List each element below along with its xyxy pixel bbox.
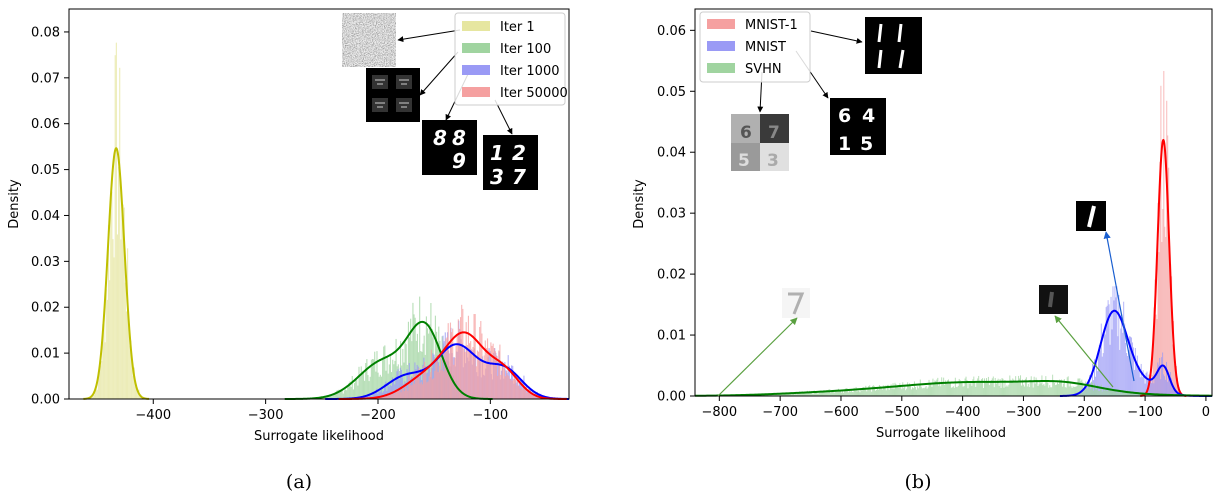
x-tick-label: −500: [884, 405, 920, 420]
svg-text:6: 6: [838, 105, 851, 127]
x-tick-label: −300: [248, 408, 284, 423]
legend-swatch-iter1: [462, 21, 490, 31]
panel-a-xlabel: Surrogate likelihood: [254, 429, 384, 444]
legend-swatch-iter100: [462, 43, 490, 53]
panel-b-ylabel: Density: [632, 179, 647, 229]
panel-b-histograms: [696, 70, 1213, 397]
legend-label-iter1000: Iter 1000: [500, 64, 560, 79]
legend-label-iter100: Iter 100: [500, 42, 551, 57]
y-tick-label: 0.01: [31, 347, 60, 362]
svg-text:7: 7: [512, 165, 526, 189]
panel-b-ticks: −800 −700 −600 −500 −400 −300 −200 −100 0 0.00 0.0…: [657, 24, 1210, 420]
y-tick-label: 0.00: [657, 390, 686, 405]
legend-swatch-svhn: [707, 63, 735, 73]
y-tick-label: 0.00: [31, 393, 60, 408]
svg-text:1: 1: [838, 133, 851, 155]
x-tick-label: −100: [472, 408, 508, 423]
y-tick-label: 0.01: [657, 329, 686, 344]
panel-a-kde-curves: [83, 147, 570, 400]
y-tick-label: 0.03: [657, 207, 686, 222]
y-tick-label: 0.05: [31, 163, 60, 178]
svg-text:3: 3: [767, 151, 779, 171]
svhn-sample-image: 6 7 5 3: [731, 114, 789, 171]
legend-label-mnist: MNIST: [745, 40, 786, 55]
mnist-sample-image: 6 4 1 5: [830, 98, 886, 155]
panel-a-ticks: −400 −300 −200 −100 0.00 0.01 0.02 0.03 0.04 0.05…: [31, 25, 508, 423]
iter1000-sample-image: 8 8 9: [422, 120, 477, 175]
legend-swatch-iter1000: [462, 65, 490, 75]
svg-text:3: 3: [490, 165, 504, 189]
y-tick-label: 0.04: [657, 146, 686, 161]
panel-a: −400 −300 −200 −100 0.00 0.01 0.02 0.03 0.04 0.05…: [7, 8, 570, 493]
iter50000-sample-image: 1 2 3 7: [483, 135, 538, 190]
legend-label-iter50000: Iter 50000: [500, 86, 568, 101]
faint-seven-image: [782, 288, 810, 318]
x-tick-label: −300: [1006, 405, 1042, 420]
panel-a-legend: Iter 1 Iter 100 Iter 1000 Iter 50000: [454, 12, 568, 106]
legend-swatch-iter50000: [462, 87, 490, 97]
y-tick-label: 0.03: [31, 255, 60, 270]
x-tick-label: −600: [823, 405, 859, 420]
noise-sample-image: [342, 13, 396, 67]
legend-swatch-mnist1: [707, 19, 735, 29]
svg-text:7: 7: [768, 123, 780, 143]
svg-text:4: 4: [862, 105, 875, 127]
histogram-mnist-1: [1144, 70, 1183, 397]
panel-b-legend: MNIST-1 MNIST SVHN: [699, 11, 811, 83]
panel-a-caption: (a): [286, 471, 312, 493]
x-tick-label: −200: [360, 408, 396, 423]
x-tick-label: −700: [762, 405, 798, 420]
svg-text:6: 6: [740, 123, 752, 143]
x-tick-label: −400: [945, 405, 981, 420]
legend-label-iter1: Iter 1: [500, 20, 535, 35]
panel-a-ylabel: Density: [7, 179, 22, 229]
svg-text:8: 8: [433, 126, 447, 150]
svg-text:1: 1: [490, 141, 504, 165]
panel-b: −800 −700 −600 −500 −400 −300 −200 −100 0 0.00 0.0…: [632, 8, 1213, 493]
legend-label-svhn: SVHN: [745, 62, 782, 77]
panel-b-frame: [694, 8, 1213, 397]
kde-curve-mnist-1: [1140, 138, 1187, 397]
histogram-iter-1: [89, 42, 143, 400]
y-tick-label: 0.06: [657, 24, 686, 39]
kde-curve-iter-1000: [325, 343, 570, 400]
panel-b-xlabel: Surrogate likelihood: [876, 426, 1006, 441]
y-tick-label: 0.07: [31, 71, 60, 86]
mnist1-sample-image: [865, 17, 922, 74]
svg-text:8: 8: [452, 126, 466, 150]
mnist-faint-digit-image: [1039, 285, 1068, 314]
x-tick-label: −100: [1127, 405, 1163, 420]
y-tick-label: 0.06: [31, 117, 60, 132]
kde-curve-svhn: [694, 380, 1213, 397]
y-tick-label: 0.05: [657, 85, 686, 100]
x-tick-label: 0: [1202, 405, 1210, 420]
kde-curve-iter-50000: [338, 331, 567, 400]
panel-b-caption: (b): [905, 471, 932, 493]
svg-text:9: 9: [452, 149, 466, 173]
panel-a-sample-images: 8 8 9 1 2 3 7: [342, 13, 538, 190]
panel-b-kde-curves: [694, 138, 1213, 397]
panel-b-sample-images: 6 4 1 5 6 7 5 3: [717, 17, 1135, 397]
legend-label-mnist1: MNIST-1: [745, 18, 798, 33]
iter100-sample-image: [366, 68, 420, 122]
x-tick-label: −400: [135, 408, 171, 423]
histogram-svhn: [696, 374, 1213, 396]
y-tick-label: 0.04: [31, 209, 60, 224]
svg-text:5: 5: [860, 133, 873, 155]
mnist-single-digit-image: [1076, 201, 1106, 231]
kde-curve-iter-100: [284, 320, 493, 400]
y-tick-label: 0.02: [657, 268, 686, 283]
panel-a-frame: [68, 8, 570, 400]
y-tick-label: 0.02: [31, 301, 60, 316]
legend-swatch-mnist: [707, 41, 735, 51]
x-tick-label: −200: [1066, 405, 1102, 420]
kde-curve-iter-1: [83, 147, 150, 400]
x-tick-label: −800: [701, 405, 737, 420]
svg-text:2: 2: [512, 141, 526, 165]
svg-text:5: 5: [738, 151, 750, 171]
y-tick-label: 0.08: [31, 25, 60, 40]
